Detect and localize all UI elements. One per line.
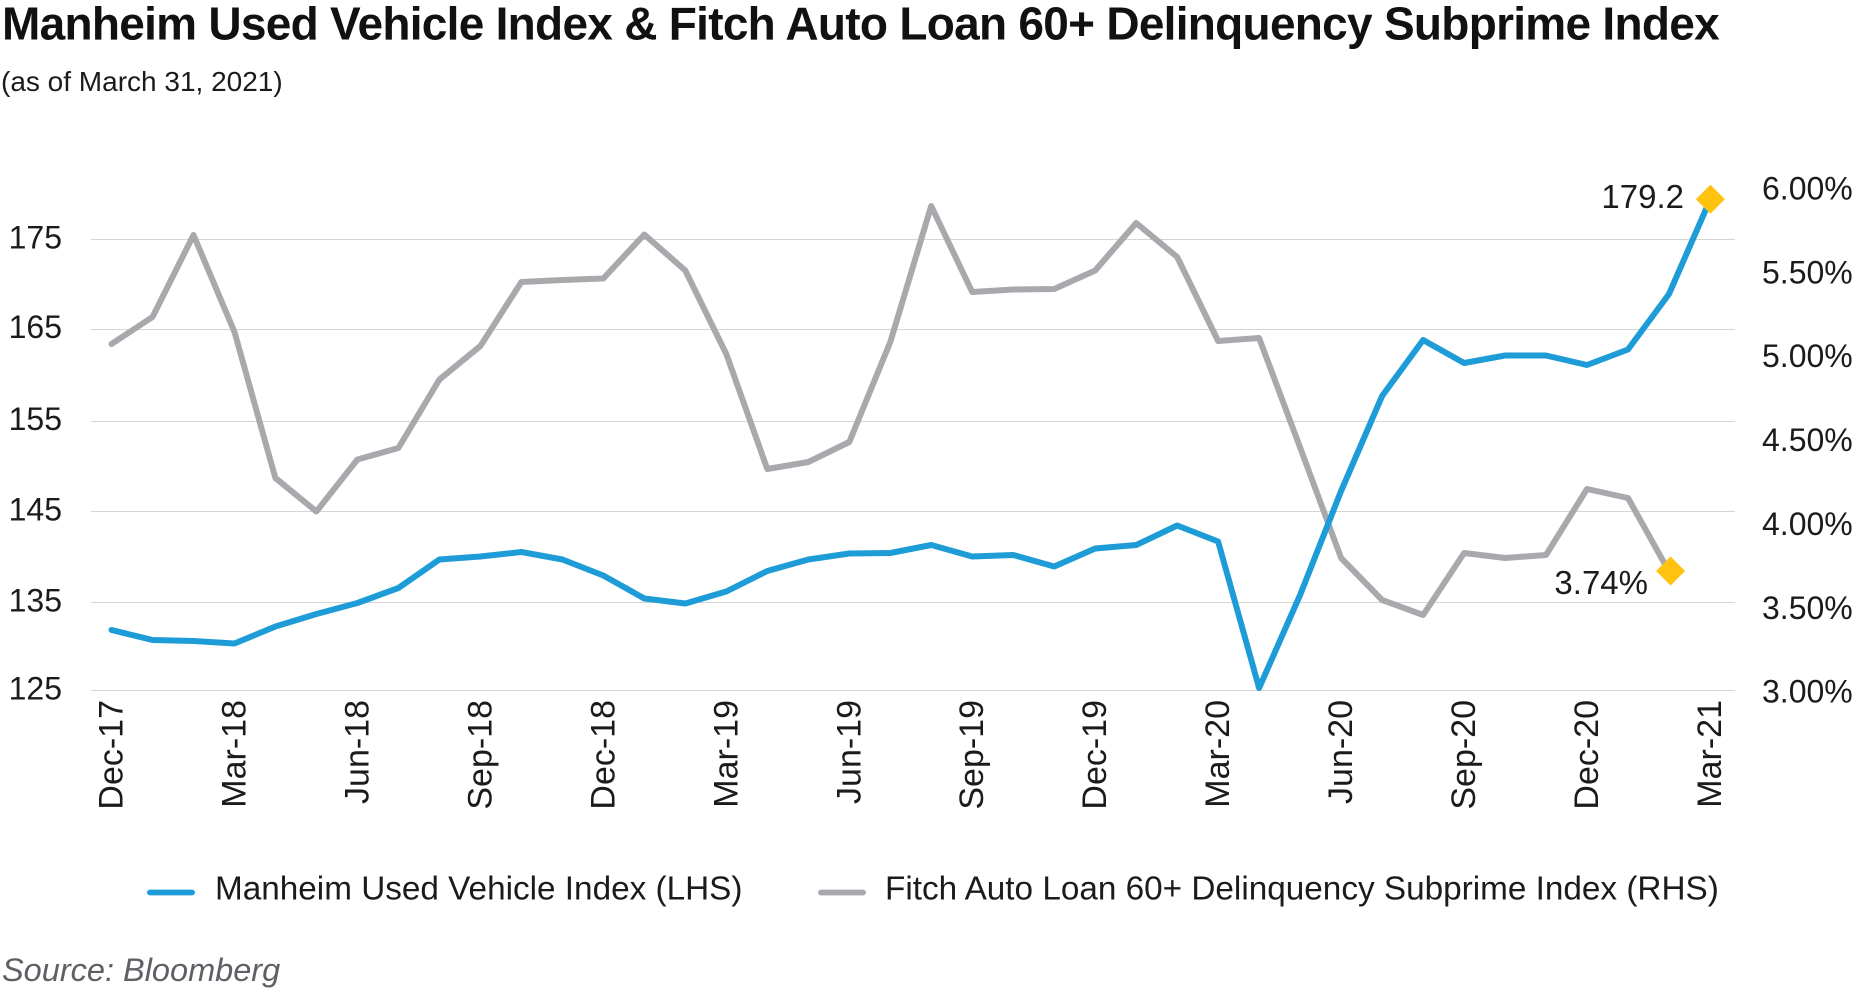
svg-text:4.00%: 4.00% <box>1762 506 1853 542</box>
svg-text:Mar-18: Mar-18 <box>216 700 254 808</box>
svg-text:6.00%: 6.00% <box>1762 171 1853 207</box>
svg-text:Manheim Used Vehicle Index (LH: Manheim Used Vehicle Index (LHS) <box>215 871 742 908</box>
svg-text:Mar-20: Mar-20 <box>1199 700 1237 808</box>
svg-text:125: 125 <box>9 671 62 707</box>
svg-text:155: 155 <box>9 401 62 437</box>
svg-text:3.50%: 3.50% <box>1762 590 1853 626</box>
svg-text:3.00%: 3.00% <box>1762 674 1853 710</box>
svg-text:(as of March 31, 2021): (as of March 31, 2021) <box>1 66 283 97</box>
svg-text:135: 135 <box>9 582 62 618</box>
svg-text:165: 165 <box>9 309 62 345</box>
svg-text:Sep-18: Sep-18 <box>461 700 499 810</box>
svg-text:Mar-19: Mar-19 <box>707 700 745 808</box>
svg-text:3.74%: 3.74% <box>1554 564 1648 601</box>
svg-text:Source: Bloomberg: Source: Bloomberg <box>2 952 280 988</box>
svg-text:5.50%: 5.50% <box>1762 254 1853 290</box>
svg-text:Manheim Used Vehicle Index & F: Manheim Used Vehicle Index & Fitch Auto … <box>2 0 1720 50</box>
svg-text:Dec-17: Dec-17 <box>93 700 131 810</box>
svg-text:Fitch Auto Loan 60+ Delinquenc: Fitch Auto Loan 60+ Delinquency Subprime… <box>885 871 1719 908</box>
svg-text:Jun-19: Jun-19 <box>830 700 868 804</box>
svg-text:Dec-19: Dec-19 <box>1076 700 1114 810</box>
svg-text:179.2: 179.2 <box>1601 178 1684 215</box>
svg-text:Dec-18: Dec-18 <box>584 700 622 810</box>
svg-text:Dec-20: Dec-20 <box>1568 700 1606 810</box>
svg-text:Mar-21: Mar-21 <box>1691 700 1729 808</box>
svg-text:145: 145 <box>9 491 62 527</box>
svg-text:175: 175 <box>9 219 62 255</box>
svg-text:Sep-20: Sep-20 <box>1445 700 1483 810</box>
svg-text:5.00%: 5.00% <box>1762 338 1853 374</box>
svg-text:Jun-20: Jun-20 <box>1322 700 1360 804</box>
svg-text:4.50%: 4.50% <box>1762 422 1853 458</box>
svg-text:Sep-19: Sep-19 <box>953 700 991 810</box>
svg-text:Jun-18: Jun-18 <box>338 700 376 804</box>
